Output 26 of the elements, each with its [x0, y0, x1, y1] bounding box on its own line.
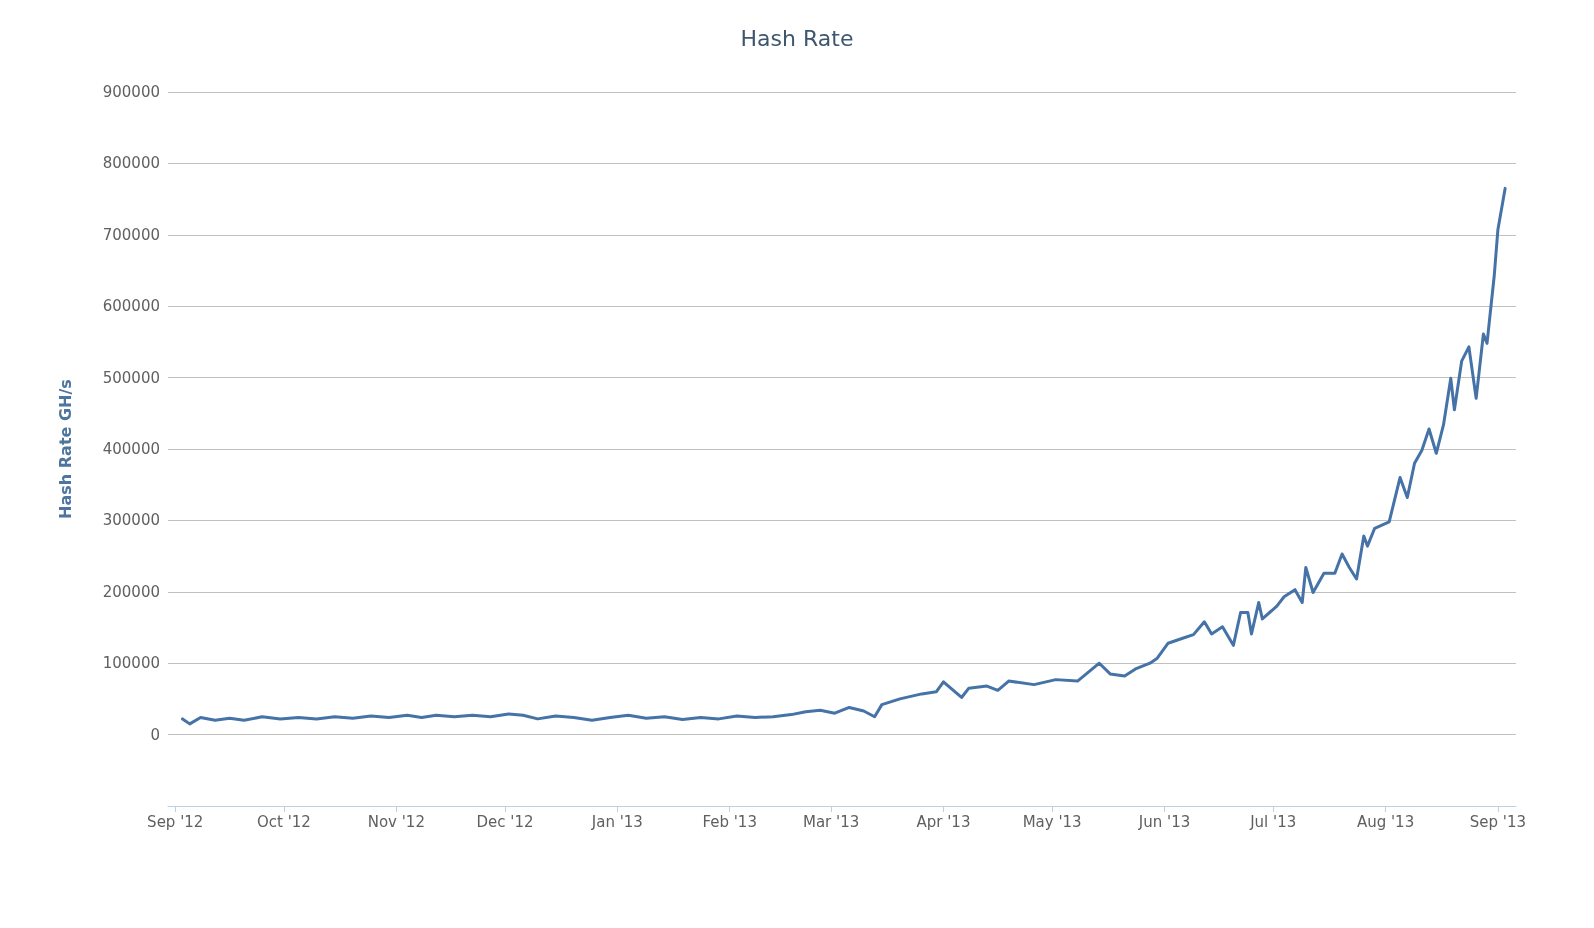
y-tick-label: 500000 [102, 368, 160, 387]
y-tick-label: 200000 [102, 582, 160, 601]
x-tick-label: May '13 [1022, 812, 1082, 831]
y-tick-label: 100000 [102, 654, 160, 673]
y-tick-label: 700000 [102, 225, 160, 244]
y-tick-label: 300000 [102, 511, 160, 530]
y-axis-title: Hash Rate GH/s [55, 379, 75, 519]
x-tick-label: Sep '12 [147, 812, 204, 831]
y-tick-label: 600000 [102, 297, 160, 316]
y-tick-label: 0 [150, 725, 160, 744]
x-tick-label: Oct '12 [257, 812, 311, 831]
x-tick-label: Apr '13 [916, 812, 971, 831]
x-tick-label: Nov '12 [367, 812, 425, 831]
x-tick-label: Sep '13 [1469, 812, 1527, 831]
x-tick-label: Aug '13 [1356, 812, 1415, 831]
line-series [180, 186, 1507, 726]
x-tick-label: Mar '13 [802, 812, 860, 831]
x-tick-label: Feb '13 [702, 812, 757, 831]
x-tick-label: Jun '13 [1137, 812, 1191, 831]
y-tick-label: 900000 [102, 83, 160, 101]
x-tick-label: Dec '12 [476, 812, 534, 831]
y-tick-label: 800000 [102, 154, 160, 173]
x-tick-label: Jul '13 [1249, 812, 1297, 831]
chart-title: Hash Rate [740, 25, 854, 51]
y-tick-label: 400000 [102, 440, 160, 458]
x-tick-label: Jan '13 [590, 812, 643, 831]
